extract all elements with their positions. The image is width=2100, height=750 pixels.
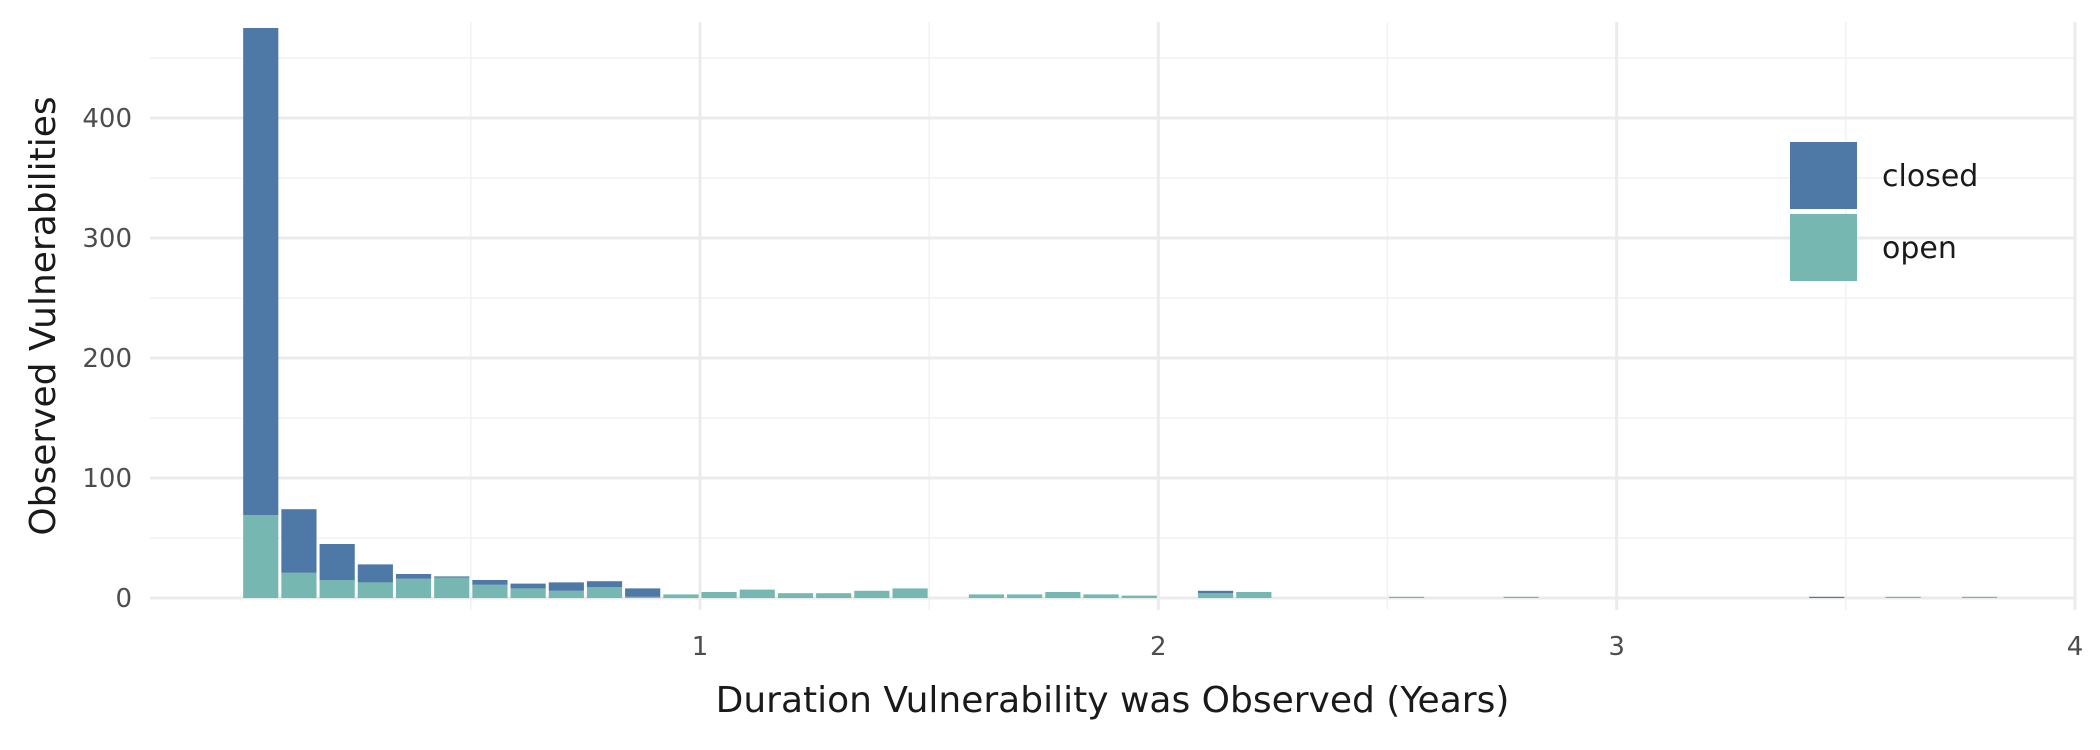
x-tick-label: 1 bbox=[692, 632, 709, 662]
bar-closed bbox=[434, 576, 470, 578]
bar-open bbox=[1236, 592, 1272, 598]
bar-open bbox=[357, 582, 393, 598]
x-tick-label: 3 bbox=[1608, 632, 1625, 662]
axes: 1 2 3 4 0 100 200 300 400 bbox=[82, 104, 2083, 662]
y-tick-label: 400 bbox=[82, 104, 132, 134]
bar-open bbox=[701, 592, 737, 598]
bar-open bbox=[1045, 592, 1081, 598]
bar-closed bbox=[472, 580, 508, 585]
y-tick-label: 300 bbox=[82, 224, 132, 254]
bar-closed bbox=[1198, 590, 1234, 594]
y-tick-label: 0 bbox=[115, 584, 132, 614]
legend-key-closed bbox=[1790, 142, 1857, 209]
bar-open bbox=[434, 577, 470, 598]
bar-open bbox=[1007, 594, 1043, 598]
x-axis-title: Duration Vulnerability was Observed (Yea… bbox=[716, 680, 1510, 721]
bar-open bbox=[243, 515, 279, 598]
bar-closed bbox=[243, 28, 279, 516]
grid bbox=[150, 22, 2077, 610]
bar-open bbox=[816, 593, 852, 598]
bar-open bbox=[510, 588, 546, 598]
bar-closed bbox=[548, 582, 584, 591]
bar-open bbox=[663, 594, 699, 598]
x-tick-label: 4 bbox=[2067, 632, 2084, 662]
bar-open bbox=[968, 594, 1005, 598]
bar-open bbox=[395, 578, 432, 598]
bar-open bbox=[625, 596, 661, 598]
y-tick-label: 200 bbox=[82, 344, 132, 374]
legend-label-closed: closed bbox=[1882, 159, 1978, 194]
legend-label-open: open bbox=[1882, 231, 1957, 266]
bar-closed bbox=[357, 564, 393, 583]
bar-open bbox=[1389, 596, 1425, 598]
bar-closed bbox=[395, 574, 432, 579]
bar-open bbox=[777, 593, 814, 598]
y-axis-title: Observed Vulnerabilities bbox=[23, 96, 64, 535]
bar-closed bbox=[510, 583, 546, 589]
bar-closed bbox=[1809, 596, 1845, 598]
legend-key-open bbox=[1790, 214, 1857, 281]
x-tick-label: 2 bbox=[1150, 632, 1167, 662]
bar-closed bbox=[319, 544, 355, 580]
legend: closed open bbox=[1790, 142, 1978, 281]
bar-open bbox=[1121, 595, 1157, 598]
bar-open bbox=[586, 587, 623, 598]
bar-closed bbox=[625, 588, 661, 597]
bar-open bbox=[1961, 596, 1998, 598]
bar-open bbox=[739, 589, 775, 598]
bar-open bbox=[1083, 594, 1119, 598]
bars bbox=[243, 28, 1998, 598]
bar-open bbox=[472, 584, 508, 598]
y-tick-label: 100 bbox=[82, 464, 132, 494]
bar-open bbox=[281, 572, 317, 598]
bar-closed bbox=[586, 581, 623, 588]
bar-open bbox=[1885, 596, 1921, 598]
bar-open bbox=[854, 590, 890, 598]
bar-closed bbox=[281, 509, 317, 573]
bar-open bbox=[548, 590, 584, 598]
bar-open bbox=[892, 588, 928, 598]
bar-open bbox=[1503, 596, 1539, 598]
bar-open bbox=[1198, 593, 1234, 598]
bar-open bbox=[319, 580, 355, 598]
